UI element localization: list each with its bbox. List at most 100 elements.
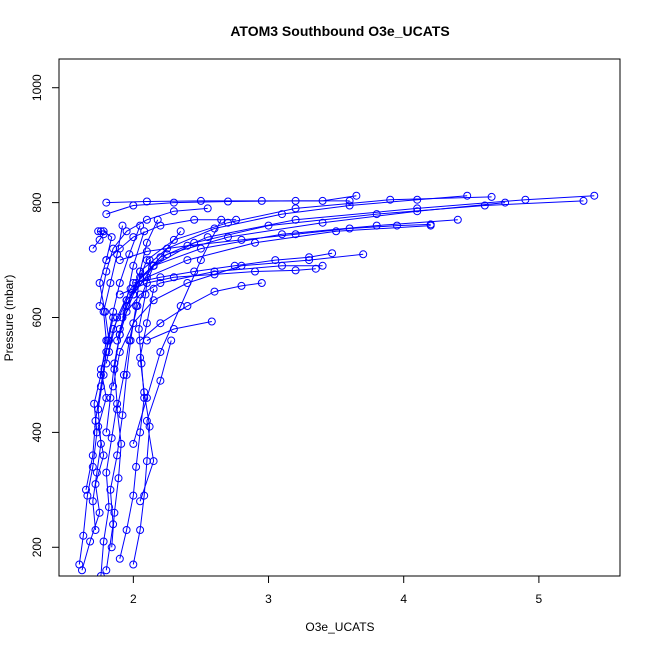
data-point [156,279,165,287]
data-point [117,439,126,448]
data-point [232,215,241,224]
data-point [393,221,401,230]
profile-line-29 [139,340,172,502]
data-point [372,210,381,219]
profile-line-30 [85,317,114,490]
data-point [129,290,138,299]
data-point [237,281,246,290]
data-point [167,336,176,345]
profile-line-16 [126,195,468,307]
data-point [102,428,111,437]
data-point [501,198,510,207]
profile-line-9 [105,265,323,433]
profile-line-6 [132,288,155,565]
data-point [176,302,185,310]
data-point [118,411,127,420]
data-point [332,227,341,236]
data-point [487,192,496,201]
data-point [210,270,219,279]
data-point [102,468,111,477]
data-point [96,382,105,391]
profile-line-21 [133,252,333,284]
data-point [345,224,354,233]
data-point [305,253,314,262]
data-point [92,468,101,477]
data-point [413,204,422,213]
data-point [114,474,123,483]
data-point [203,204,212,213]
data-point [115,348,124,356]
profile-line-22 [119,223,431,261]
data-point [196,256,205,265]
data-point [91,526,100,534]
data-point [190,215,199,224]
data-point [109,307,118,316]
data-point [156,319,165,328]
data-point [129,491,138,500]
data-point [142,393,151,402]
profile-line-25 [105,219,237,261]
data-point [413,195,422,204]
data-point [132,462,141,471]
data-point [318,218,327,227]
data-point [217,215,226,224]
data-point [224,197,232,206]
data-point [386,195,395,204]
data-point [115,554,124,563]
y-tick-label: 200 [30,537,44,557]
data-point [88,462,97,471]
data-point [96,572,105,576]
profile-line-2 [78,225,123,565]
data-point [95,302,104,310]
data-point [278,210,286,219]
data-point [345,196,354,205]
x-axis-label: O3e_UCATS [305,620,374,634]
profile-line-28 [132,219,222,445]
data-point [359,250,368,259]
plot-data-group [75,191,599,576]
data-point [102,267,111,276]
data-point [453,215,462,224]
data-point [90,399,99,408]
data-point [102,348,111,356]
y-axis: 200 400 600 800 1000 [30,74,60,557]
data-point [109,244,118,253]
data-point [102,198,111,207]
data-point [136,353,145,362]
data-point [125,250,134,259]
data-point [129,439,138,448]
data-point [105,503,113,512]
profile-line-27 [99,207,208,307]
data-point [133,302,142,310]
data-point [156,221,165,230]
y-tick-label: 600 [30,307,44,327]
data-point [169,207,178,216]
data-point [107,543,116,552]
data-point [119,370,128,379]
data-point [291,215,300,224]
data-point [129,279,138,287]
data-point [136,526,145,534]
data-point [96,227,105,236]
data-point [96,439,105,448]
data-point [122,227,131,236]
data-point [142,215,151,224]
data-point [115,279,124,287]
data-point [251,267,259,276]
data-point [75,560,84,569]
profile-line-17 [132,196,492,295]
data-point [136,336,145,345]
data-point [88,451,97,460]
data-point [118,221,127,230]
data-point [109,313,118,322]
data-point [590,191,599,200]
data-point [136,273,145,282]
profile-line-4 [100,231,145,576]
data-point [91,416,100,425]
data-point [129,233,138,242]
data-point [105,348,113,356]
data-point [113,405,122,414]
data-point [203,233,212,242]
data-point [129,261,138,270]
